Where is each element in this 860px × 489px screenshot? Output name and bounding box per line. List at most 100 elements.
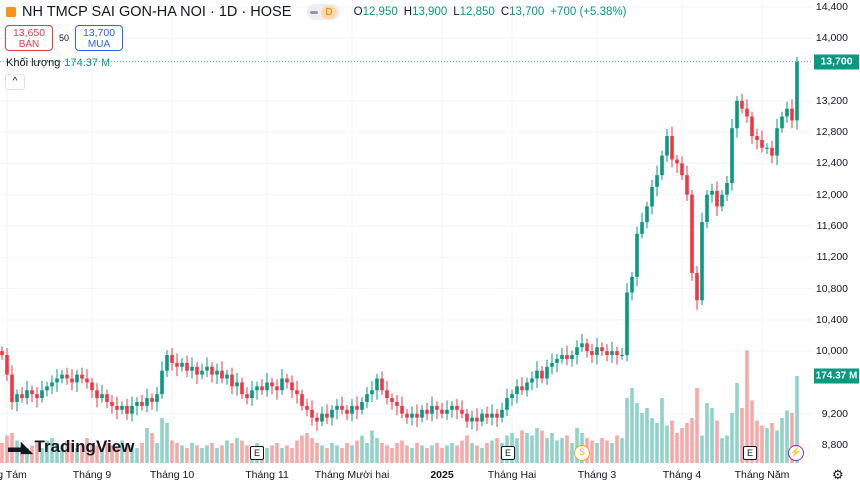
volume-bar <box>480 448 484 463</box>
lightning-event-icon[interactable]: ⚡ <box>788 445 804 461</box>
volume-legend: Khối lượng 174.37 M <box>6 57 111 69</box>
candle-body <box>5 355 9 375</box>
sell-button[interactable]: 13,650 BÁN <box>5 25 53 51</box>
candle-body <box>605 351 609 356</box>
volume-bar <box>170 440 174 463</box>
volume-bar <box>165 423 169 463</box>
tradingview-logo[interactable]: ▬◣ TradingView <box>8 437 135 456</box>
earnings-event-icon[interactable]: E <box>250 446 264 460</box>
volume-bar <box>125 443 129 463</box>
volume-bar <box>525 433 529 463</box>
dividend-event-icon[interactable]: S <box>574 445 590 461</box>
candle-body <box>170 355 174 363</box>
volume-bar <box>85 438 89 463</box>
volume-bar <box>780 418 784 463</box>
volume-bar <box>200 448 204 463</box>
candle-body <box>700 222 704 301</box>
candle-body <box>650 186 654 207</box>
volume-bar <box>490 440 494 463</box>
volume-bar <box>625 398 629 463</box>
buy-button[interactable]: 13,700 MUA <box>75 25 124 51</box>
volume-bar <box>55 443 59 463</box>
candle-body <box>755 136 759 140</box>
volume-bar <box>700 435 704 463</box>
candle-body <box>460 409 464 414</box>
volume-bar <box>175 443 179 463</box>
price-axis-label: 9,200 <box>821 407 848 420</box>
candle-body <box>145 398 149 406</box>
candle-body <box>685 175 689 195</box>
candle-body <box>160 370 164 395</box>
volume-bar <box>290 448 294 463</box>
candle-body <box>615 351 619 356</box>
candle-body <box>500 409 504 418</box>
candle-body <box>630 276 634 293</box>
volume-bar <box>50 438 54 463</box>
volume-bar <box>655 423 659 463</box>
symbol-title[interactable]: NH TMCP SAI GON-HA NOI · 1D · HOSE <box>22 4 292 20</box>
market-status-pill[interactable]: D <box>307 4 340 20</box>
earnings-event-icon[interactable]: E <box>501 446 515 460</box>
collapse-button[interactable]: ^ <box>5 74 25 90</box>
volume-bar <box>360 435 364 463</box>
candle-body <box>740 100 744 109</box>
candle-body <box>580 343 584 348</box>
volume-bar <box>595 443 599 463</box>
volume-bar <box>485 443 489 463</box>
candle-body <box>710 190 714 195</box>
volume-bar <box>690 418 694 463</box>
candle-body <box>45 386 49 391</box>
volume-bar <box>190 443 194 463</box>
volume-bar <box>795 376 799 463</box>
volume-bar <box>465 435 469 463</box>
candle-body <box>555 358 559 363</box>
candle-body <box>420 409 424 418</box>
candle-body <box>30 390 34 395</box>
settings-gear-icon[interactable]: ⚙ <box>832 467 844 482</box>
candle-body <box>415 413 419 418</box>
volume-bar <box>70 443 74 463</box>
candle-body <box>780 116 784 129</box>
candle-body <box>745 108 749 117</box>
price-axis-label: 11,600 <box>816 220 848 232</box>
candle-body <box>410 413 414 418</box>
candle-body <box>70 378 74 383</box>
dash-icon <box>310 10 319 14</box>
volume-bar <box>650 418 654 463</box>
volume-bar <box>335 445 339 463</box>
candle-body <box>60 374 64 379</box>
candle-body <box>325 413 329 418</box>
volume-bar <box>365 443 369 463</box>
price-axis-label: 10,400 <box>815 313 848 326</box>
candle-body <box>155 394 159 402</box>
candle-body <box>485 413 489 418</box>
volume-bar <box>140 443 144 463</box>
earnings-event-icon[interactable]: E <box>743 446 757 460</box>
candle-body <box>720 194 724 207</box>
candle-body <box>80 374 84 379</box>
candle-body <box>335 405 339 410</box>
open-value: 12,950 <box>362 6 398 18</box>
volume-bar <box>645 408 649 463</box>
candle-body <box>315 417 319 422</box>
candle-body <box>785 108 789 117</box>
candle-body <box>400 405 404 414</box>
volume-bar <box>230 443 234 463</box>
volume-bar <box>445 445 449 463</box>
candle-body <box>455 405 459 410</box>
candle-body <box>435 405 439 410</box>
volume-bar <box>705 403 709 463</box>
candle-body <box>610 351 614 356</box>
candle-body <box>450 405 454 410</box>
candle-body <box>230 374 234 387</box>
volume-bar <box>240 440 244 463</box>
volume-bar <box>390 448 394 463</box>
last-price-tag: 13,700 <box>814 54 859 70</box>
candle-body <box>660 155 664 176</box>
candle-body <box>320 413 324 422</box>
volume-bar <box>135 448 139 463</box>
volume-bar <box>120 440 124 463</box>
candle-body <box>770 147 774 156</box>
volume-bar <box>75 448 79 463</box>
